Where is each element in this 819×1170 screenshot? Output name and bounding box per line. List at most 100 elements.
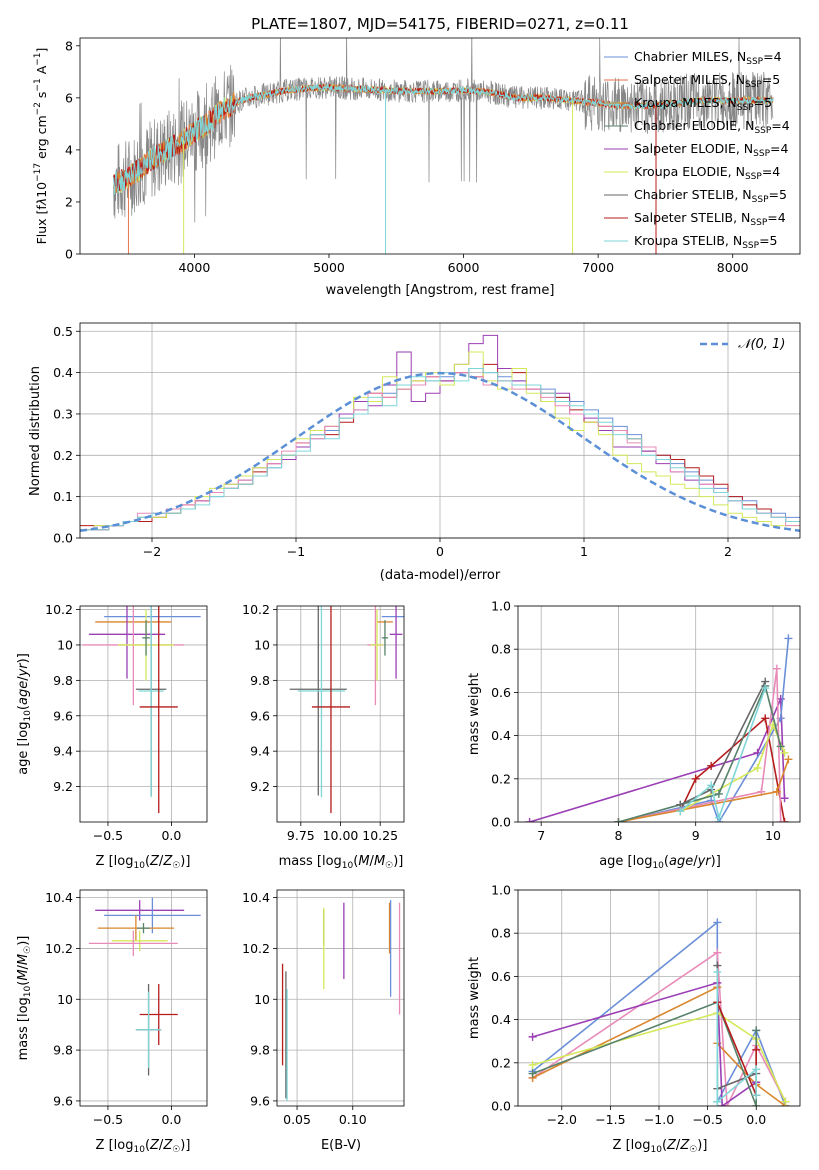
errorbar-point <box>137 923 150 934</box>
weight-marker <box>772 664 781 673</box>
svg-text:Salpeter ELODIE, NSSP=4: Salpeter ELODIE, NSSP=4 <box>634 141 789 159</box>
data-layer <box>82 606 201 814</box>
weight-marker <box>761 684 770 693</box>
weight-marker <box>528 1032 537 1041</box>
y-tick-label: 9.8 <box>250 1043 270 1058</box>
plot-background <box>518 606 800 822</box>
y-tick-label: 10.2 <box>45 602 73 617</box>
y-tick-label: 9.6 <box>250 1093 270 1108</box>
legend-entry: Salpeter MILES, NSSP=5 <box>604 72 780 90</box>
errorbar-point <box>289 606 347 796</box>
spectrum-legend: Chabrier MILES, NSSP=4 Salpeter MILES, N… <box>604 49 790 251</box>
weight-marker <box>528 1060 537 1069</box>
axes: 7 8 9 10 0.0 0.2 0.4 0.6 0.8 1.0 <box>491 599 801 843</box>
y-tick-label: 10.2 <box>242 602 270 617</box>
weight-marker <box>528 1069 537 1078</box>
x-tick-label: 4000 <box>178 260 210 275</box>
y-tick-label: 0.4 <box>53 365 73 380</box>
plot-background <box>80 890 207 1106</box>
weight-marker <box>752 1065 761 1074</box>
data-layer <box>281 900 401 1101</box>
axes-frame <box>79 605 208 823</box>
errorbar-point <box>297 606 346 798</box>
mass-weight-vs-age-panel: 7 8 9 10 0.0 0.2 0.4 0.6 0.8 1.0 age [log10(age/y… <box>467 599 801 871</box>
y-tick-label: 0.6 <box>491 969 511 984</box>
y-tick-label: 9.4 <box>53 744 73 759</box>
x-tick-label: −0.5 <box>692 1112 722 1127</box>
weight-line <box>532 981 757 1106</box>
weight-marker <box>718 1102 727 1106</box>
weight-marker <box>707 781 716 790</box>
x-tick-label: −2.0 <box>547 1112 577 1127</box>
x-tick-label: 0.0 <box>746 1112 766 1127</box>
y-tick-label: 10.4 <box>242 890 270 905</box>
errorbar-point <box>97 915 174 941</box>
svg-text:Chabrier STELIB, NSSP=5: Chabrier STELIB, NSSP=5 <box>634 187 787 205</box>
y-tick-label: 0.2 <box>53 448 73 463</box>
axes: −0.5 0.0 9.6 9.8 10 10.2 10.4 <box>45 889 208 1127</box>
legend-entry: Chabrier MILES, NSSP=4 <box>604 49 782 67</box>
spectrum-plot-area: 4000 5000 6000 7000 8000 0 2 4 6 8 <box>65 37 801 275</box>
errorbar-point <box>142 620 150 656</box>
gaussian-curve <box>80 371 800 533</box>
mass-vs-ebv-x-axis-label: E(B-V) <box>321 1138 361 1153</box>
residuals-panel: −2 −1 0 1 2 0.0 0.1 0.2 0.3 0.4 0.5 (data-model)/e… <box>28 322 801 583</box>
weight-marker <box>691 774 700 783</box>
x-tick-label: −1 <box>287 544 305 559</box>
x-tick-label: 10.25 <box>362 828 398 843</box>
weight-marker <box>713 1097 722 1106</box>
y-tick-label: 9.8 <box>250 673 270 688</box>
grid <box>277 890 404 1106</box>
y-tick-label: 0.2 <box>491 771 511 786</box>
y-tick-label: 10 <box>57 992 73 1007</box>
x-tick-label: 2 <box>724 544 732 559</box>
age-vs-Z-x-axis-label: Z [log10(Z/Z☉)] <box>96 854 191 871</box>
mass-vs-Z-x-axis-label: Z [log10(Z/Z☉)] <box>96 1138 191 1155</box>
data-layer <box>289 606 404 814</box>
y-tick-label: 10 <box>254 637 270 652</box>
mass-weight-vs-Z-plot-area: −2.0 −1.5 −1.0 −0.5 0.0 0.0 0.2 0.4 0.6 0.8 1.0 <box>491 883 801 1127</box>
weight-line <box>618 668 782 822</box>
figure-title: PLATE=1807, MJD=54175, FIBERID=0271, z=0… <box>251 15 629 33</box>
y-tick-label: 0.3 <box>53 406 73 421</box>
mass-weight-vs-Z-y-axis-label: mass weight <box>467 957 482 1039</box>
y-tick-label: 0.8 <box>491 642 511 657</box>
y-tick-label: 0.2 <box>491 1055 511 1070</box>
axes: 9.75 10.00 10.25 9.2 9.4 9.6 9.8 10 10.2 <box>242 602 405 843</box>
legend-entry: Chabrier STELIB, NSSP=5 <box>604 187 787 205</box>
mass-weight-vs-Z-x-axis-label: Z [log10(Z/Z☉)] <box>613 1138 708 1155</box>
weight-series <box>528 1009 790 1106</box>
y-tick-label: 0.1 <box>53 489 73 504</box>
axes-frame <box>276 889 405 1107</box>
axes-frame <box>276 605 405 823</box>
gaussian-legend-label: 𝒩(0, 1) <box>738 337 785 352</box>
errorbar-point <box>389 606 403 679</box>
y-tick-label: 0.0 <box>53 531 73 546</box>
axes: −2 −1 0 1 2 0.0 0.1 0.2 0.3 0.4 0.5 <box>53 322 801 559</box>
weight-marker <box>780 794 789 803</box>
grid <box>80 606 207 822</box>
spectrum-panel: 4000 5000 6000 7000 8000 0 2 4 6 8 wavelength [An… <box>33 37 801 298</box>
svg-text:Kroupa STELIB, NSSP=5: Kroupa STELIB, NSSP=5 <box>634 233 778 251</box>
weight-line <box>532 1012 787 1103</box>
y-tick-label: 10 <box>57 637 73 652</box>
y-tick-label: 9.6 <box>250 708 270 723</box>
errorbar-point <box>111 930 168 951</box>
x-tick-label: 0.0 <box>161 1112 181 1127</box>
y-tick-label: 2 <box>65 194 73 209</box>
x-tick-label: 0.10 <box>339 1112 367 1127</box>
errorbar-point <box>370 609 384 681</box>
y-tick-label: 0 <box>65 247 73 262</box>
y-tick-label: 10 <box>254 992 270 1007</box>
y-tick-label: 0.6 <box>491 685 511 700</box>
weight-marker <box>752 1102 761 1106</box>
y-tick-label: 8 <box>65 38 73 53</box>
weight-marker <box>713 918 722 927</box>
x-tick-label: 5000 <box>313 260 345 275</box>
y-tick-label: 9.2 <box>250 779 270 794</box>
legend-entry: Chabrier ELODIE, NSSP=4 <box>604 118 790 136</box>
x-tick-label: 8000 <box>717 260 749 275</box>
x-tick-label: −0.5 <box>93 1112 123 1127</box>
y-tick-label: 0.8 <box>491 926 511 941</box>
